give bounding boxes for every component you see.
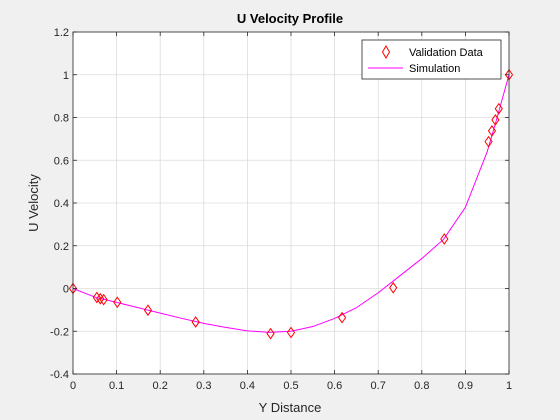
y-tick-label: 0.4 [54, 198, 69, 210]
data-point-validation [494, 102, 503, 115]
data-point-validation [484, 135, 493, 148]
data-point-validation [143, 304, 153, 317]
data-point-validation [491, 114, 500, 126]
data-point-validation [487, 125, 497, 137]
x-tick-label: 0.4 [240, 380, 255, 392]
x-tick-labels: 0 0.1 0.2 0.3 0.4 0.5 0.6 0.7 0.8 0.9 1 [70, 380, 512, 392]
y-tick-label: 0 [63, 284, 69, 296]
y-tick-label: 0.8 [54, 113, 69, 125]
x-axis-label: Y Distance [259, 400, 322, 415]
x-tick-label: 0.1 [109, 380, 124, 392]
legend-label-validation-data: Validation Data [409, 47, 484, 59]
x-tick-label: 1 [506, 380, 512, 392]
x-tick-label: 0.9 [458, 380, 473, 392]
data-point-validation [99, 293, 108, 306]
legend-entry-validation-data: Validation Data [381, 45, 484, 59]
data-point-validation [191, 316, 200, 328]
data-point-validation [389, 281, 398, 294]
chart-title: U Velocity Profile [237, 11, 343, 26]
x-tick-label: 0.6 [327, 380, 342, 392]
x-tick-label: 0.7 [371, 380, 386, 392]
series-line-simulation [72, 74, 510, 333]
x-tick-label: 0.8 [414, 380, 429, 392]
y-axis-label: U Velocity [26, 174, 41, 232]
data-point-validation [337, 311, 347, 324]
tick-marks [72, 31, 510, 375]
y-tick-label: 1.2 [54, 27, 69, 39]
x-tick-label: 0.5 [283, 380, 298, 392]
legend-label-simulation: Simulation [409, 63, 460, 75]
legend-marker-diamond [381, 45, 391, 59]
y-tick-labels: -0.4 -0.2 0 0.2 0.4 0.6 0.8 1 1.2 [50, 27, 69, 381]
y-tick-label: 1 [63, 70, 69, 82]
y-tick-label: -0.2 [50, 326, 69, 338]
data-point-validation [113, 296, 122, 309]
data-point-validation [286, 326, 296, 339]
data-point-validation [440, 233, 449, 245]
x-tick-label: 0 [70, 380, 76, 392]
y-tick-label: -0.4 [50, 369, 69, 381]
x-tick-label: 0.3 [196, 380, 211, 392]
data-point-validation [266, 327, 275, 340]
x-tick-label: 0.2 [153, 380, 168, 392]
legend-entry-simulation: Simulation [368, 63, 460, 75]
y-tick-label: 0.2 [54, 241, 69, 253]
y-tick-label: 0.6 [54, 155, 69, 167]
legend: Validation Data Simulation [361, 39, 502, 80]
data-point-validation [96, 292, 105, 305]
